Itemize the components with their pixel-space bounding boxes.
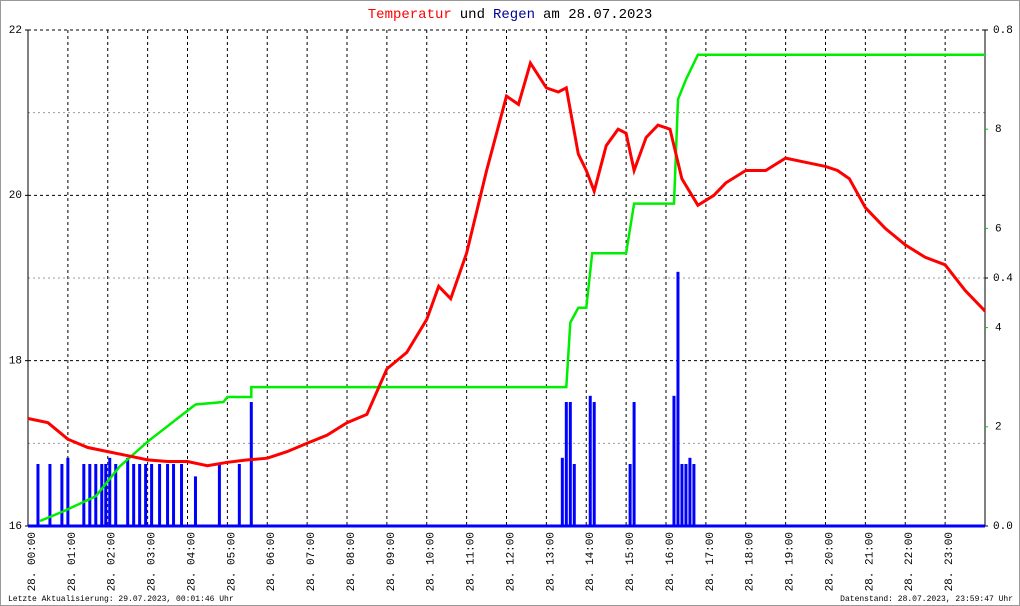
rain-bar [217, 464, 221, 526]
rain-bar [60, 464, 64, 526]
rain-sum-line [39, 53, 985, 523]
rain-bar [172, 464, 176, 526]
rain-bar [144, 464, 148, 526]
rain-bar [672, 395, 676, 526]
rain-bar [588, 395, 592, 526]
rain-bar [104, 464, 108, 526]
rain-bar [692, 464, 696, 526]
x-tick-label: 28. 05:00 [226, 532, 238, 591]
x-tick-label: 28. 20:00 [824, 532, 836, 591]
y-tick-label: 18 [9, 356, 22, 368]
rain-bar [193, 476, 197, 526]
y3-tick-label: 0.4 [993, 273, 1013, 285]
x-tick-label: 28. 13:00 [545, 532, 557, 591]
rain-bar [680, 464, 684, 526]
x-tick-label: 28. 19:00 [785, 532, 797, 591]
rain-bar [48, 464, 52, 526]
rain-bar [572, 464, 576, 526]
x-tick-label: 28. 02:00 [107, 532, 119, 591]
y3-tick-label: 0.8 [993, 25, 1013, 37]
y2-tick-label: 2 [995, 422, 1002, 434]
x-tick-label: 28. 01:00 [67, 532, 79, 591]
x-tick-label: 28. 11:00 [466, 532, 478, 591]
chart-title: Temperatur und Regen am 28.07.2023 [368, 7, 652, 23]
x-tick-label: 28. 21:00 [864, 532, 876, 591]
rain-bar [108, 457, 112, 526]
rain-bar [138, 464, 142, 526]
rain-bar [688, 457, 692, 526]
footer-left: Letzte Aktualisierung: 29.07.2023, 00:01… [8, 595, 234, 604]
x-tick-label: 28. 17:00 [705, 532, 717, 591]
rain-bar [66, 457, 70, 526]
y-tick-label: 16 [9, 521, 22, 533]
y3-tick-label: 0.0 [993, 521, 1013, 533]
rain-bar [632, 402, 636, 526]
title-part: am 28.07.2023 [543, 7, 652, 23]
x-tick-label: 28. 23:00 [944, 532, 956, 591]
rain-bar [114, 464, 118, 526]
rain-bar [180, 464, 184, 526]
x-tick-label: 28. 00:00 [27, 532, 39, 591]
title-part: Regen [493, 7, 535, 23]
rain-bar [564, 402, 568, 526]
temperature-line [27, 59, 987, 468]
y2-tick-label: 4 [995, 323, 1002, 335]
rain-bar [684, 464, 688, 526]
rain-bar [150, 464, 154, 526]
rain-bar [88, 464, 92, 526]
rain-bar [132, 464, 136, 526]
rain-bar [592, 402, 596, 526]
x-tick-label: 28. 04:00 [186, 532, 198, 591]
rain-bar [36, 464, 40, 526]
x-tick-label: 28. 09:00 [386, 532, 398, 591]
x-tick-label: 28. 08:00 [346, 532, 358, 591]
x-tick-label: 28. 22:00 [904, 532, 916, 591]
title-part: Temperatur [368, 7, 452, 23]
footer-right: Datenstand: 28.07.2023, 23:59:47 Uhr [840, 595, 1013, 604]
y2-tick-label: 6 [995, 223, 1002, 235]
x-tick-label: 28. 15:00 [625, 532, 637, 591]
y-tick-label: 22 [9, 25, 22, 37]
x-tick-label: 28. 14:00 [585, 532, 597, 591]
rain-bar [126, 457, 130, 526]
title-part: und [460, 7, 485, 23]
rain-bar [560, 457, 564, 526]
rain-bar [249, 402, 253, 526]
x-tick-label: 28. 03:00 [147, 532, 159, 591]
x-tick-label: 28. 16:00 [665, 532, 677, 591]
x-tick-label: 28. 12:00 [505, 532, 517, 591]
rain-bar [82, 464, 86, 526]
rain-bar [628, 464, 632, 526]
x-tick-label: 28. 06:00 [266, 532, 278, 591]
x-tick-label: 28. 10:00 [426, 532, 438, 591]
y2-tick-label: 8 [995, 124, 1002, 136]
x-tick-label: 28. 18:00 [745, 532, 757, 591]
rain-bar [237, 464, 241, 526]
rain-bar [568, 402, 572, 526]
rain-bar [166, 464, 170, 526]
rain-bar [676, 271, 680, 526]
rain-bar [100, 464, 104, 526]
y-tick-label: 20 [9, 190, 22, 202]
rain-bar [158, 464, 162, 526]
x-tick-label: 28. 07:00 [306, 532, 318, 591]
